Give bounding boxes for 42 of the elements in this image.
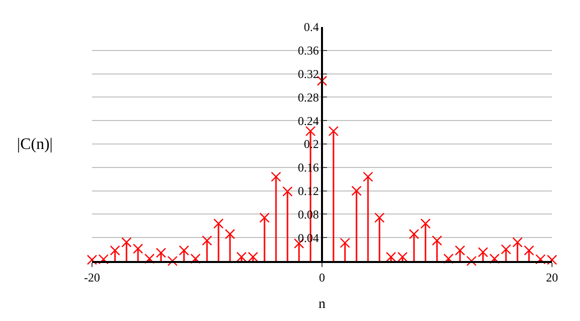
point	[110, 245, 120, 256]
point	[512, 237, 523, 248]
y-tick-label: 0.28	[298, 90, 319, 104]
point	[213, 218, 224, 229]
point	[282, 186, 293, 196]
point	[454, 245, 466, 256]
point	[340, 238, 350, 248]
point	[132, 244, 144, 254]
y-tick-label: 0.24	[298, 114, 319, 128]
y-axis-title: |C(n)|	[17, 136, 53, 153]
point	[489, 254, 500, 264]
y-tick-label: 0.4	[304, 20, 319, 34]
point	[374, 212, 385, 223]
point	[500, 244, 512, 254]
point	[420, 218, 431, 229]
point	[443, 254, 454, 264]
point	[259, 212, 270, 223]
point	[121, 237, 132, 248]
y-tick-label: 0.36	[298, 44, 319, 58]
point	[156, 248, 166, 258]
x-axis-title: n	[318, 297, 326, 312]
x-tick-label: 20	[546, 270, 558, 284]
point	[190, 254, 201, 264]
y-tick-label: 0.32	[298, 67, 319, 81]
point	[316, 76, 328, 86]
x-tick-label: 0	[319, 270, 325, 284]
point	[270, 172, 282, 182]
point	[167, 256, 178, 266]
point	[328, 126, 339, 136]
point	[178, 245, 190, 256]
point	[466, 256, 477, 266]
point	[351, 186, 362, 196]
point	[144, 254, 155, 264]
point	[202, 235, 212, 246]
point	[408, 228, 420, 240]
point	[362, 172, 374, 182]
point	[478, 247, 488, 258]
point	[305, 126, 316, 136]
point	[432, 235, 442, 246]
x-tick-label: -20	[84, 270, 100, 284]
point	[524, 245, 534, 256]
point	[224, 228, 236, 240]
